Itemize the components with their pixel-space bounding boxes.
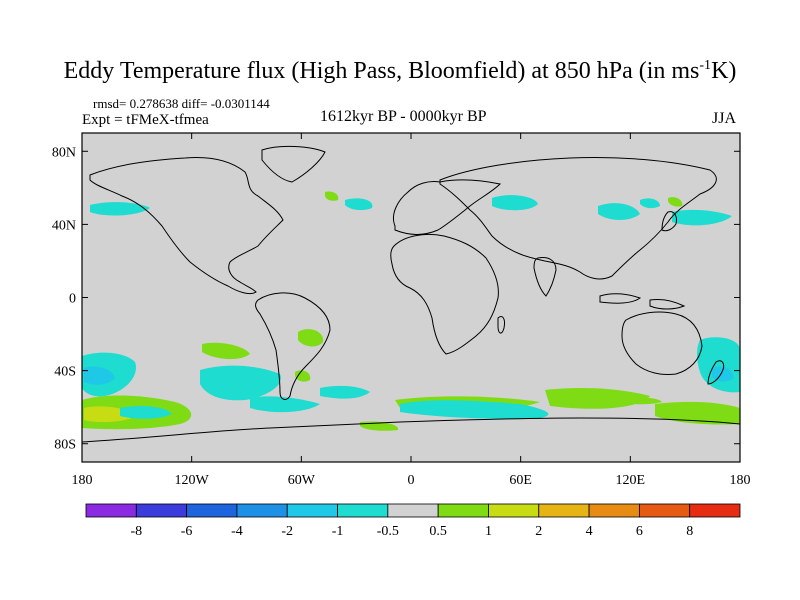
colorbar-swatch: [437, 503, 489, 518]
colorbar-label: 0.5: [429, 524, 447, 539]
longitude-axis: 180 120W 60W 0 60E 120E 180: [72, 133, 751, 488]
stats-text: rmsd= 0.278638 diff= -0.0301144: [93, 96, 270, 111]
cyan-region: [400, 400, 549, 419]
lat-label: 80S: [54, 438, 76, 453]
cyan-region: [640, 198, 660, 209]
colorbar-label: 4: [586, 524, 593, 539]
cyan-region: [345, 198, 373, 211]
coast-south-america: [255, 292, 331, 400]
green-region: [298, 329, 324, 347]
lon-label: 120E: [616, 473, 646, 488]
lat-label: 40S: [54, 365, 76, 380]
cyan-region: [250, 396, 320, 413]
anomaly-regions: [82, 191, 740, 431]
colorbar-swatch: [236, 503, 288, 518]
colorbar-label: -2: [281, 524, 293, 539]
cyan-region: [120, 406, 172, 419]
colorbar-swatch: [488, 503, 540, 518]
coast-africa: [390, 233, 499, 355]
coast-new-guinea: [649, 299, 686, 310]
lat-label: 80N: [52, 145, 76, 160]
colorbar-label: 8: [686, 524, 693, 539]
cyan-region: [672, 209, 732, 226]
lat-label: 0: [69, 292, 76, 307]
colorbar-swatch: [689, 503, 741, 518]
colorbar-swatch: [387, 503, 439, 518]
blue-region: [84, 366, 115, 385]
coast-north-america: [89, 157, 284, 295]
coast-asia: [439, 157, 717, 280]
cyan-region: [320, 385, 370, 399]
colorbar-swatch: [538, 503, 590, 518]
colorbar-swatch: [638, 503, 691, 518]
coast-india: [533, 257, 557, 297]
colorbar-label: -0.5: [377, 524, 399, 539]
colorbar-swatch: [286, 503, 338, 518]
colorbar-swatch: [588, 503, 640, 518]
lon-label: 180: [730, 473, 751, 488]
coast-madagascar: [497, 315, 505, 334]
colorbar-label: -4: [231, 524, 243, 539]
experiment-text: Expt = tFMeX-tfmea: [82, 112, 209, 128]
colorbar-label: 1: [485, 524, 492, 539]
colorbar-label: 6: [636, 524, 643, 539]
lon-label: 180: [72, 473, 93, 488]
cyan-region: [492, 195, 538, 211]
blue-region: [712, 366, 734, 382]
coast-antarctica: [81, 417, 741, 443]
lon-label: 120W: [175, 473, 210, 488]
coast-japan: [661, 211, 677, 232]
lon-label: 0: [408, 473, 415, 488]
period-text: 1612kyr BP - 0000kyr BP: [320, 108, 487, 125]
cyan-region: [200, 365, 281, 401]
lat-label: 40N: [52, 218, 76, 233]
colorbar-label: -8: [130, 524, 142, 539]
coast-greenland: [261, 145, 326, 183]
coast-new-zealand: [707, 360, 725, 385]
green-region: [325, 191, 339, 201]
green-region: [295, 370, 311, 382]
colorbar-swatch: [337, 503, 389, 518]
green-region: [655, 401, 740, 425]
cyan-region: [90, 202, 150, 216]
green-region: [202, 342, 250, 360]
green-region: [668, 197, 683, 207]
colorbar-label: -6: [181, 524, 193, 539]
season-text: JJA: [712, 110, 737, 127]
latitude-axis: 80N 40N 0 40S 80S: [52, 145, 740, 453]
coast-indonesia: [599, 293, 642, 304]
chart-title: Eddy Temperature flux (High Pass, Bloomf…: [63, 58, 737, 84]
lon-label: 60E: [509, 473, 532, 488]
colorbar-swatch: [135, 503, 188, 518]
colorbar-label: 2: [535, 524, 542, 539]
coast-australia: [621, 311, 703, 375]
green-region: [620, 397, 662, 405]
green-region: [545, 388, 650, 409]
colorbar: -8 -6 -4 -2 -1 -0.5 0.5 1 2 4 6 8: [85, 503, 741, 539]
cyan-region: [598, 203, 640, 220]
coast-europe: [393, 179, 502, 235]
colorbar-swatch: [186, 503, 238, 518]
lon-label: 60W: [288, 473, 316, 488]
colorbar-swatch: [85, 503, 137, 518]
coastlines: [81, 145, 741, 443]
colorbar-label: -1: [332, 524, 344, 539]
